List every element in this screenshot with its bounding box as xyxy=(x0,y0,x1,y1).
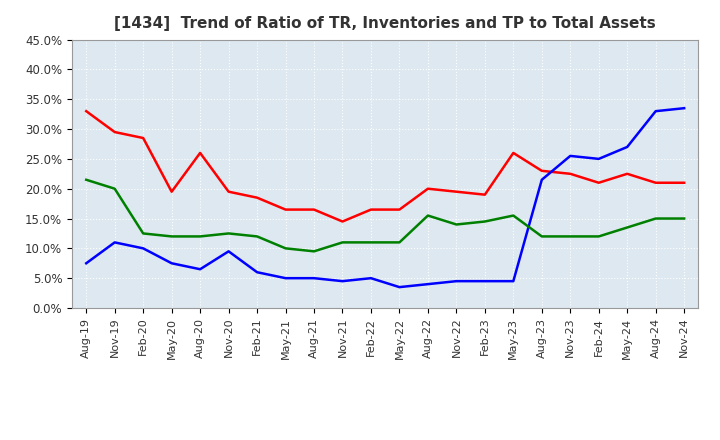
Trade Payables xyxy=(595,234,603,239)
Trade Receivables xyxy=(196,150,204,156)
Trade Payables xyxy=(566,234,575,239)
Inventories xyxy=(595,156,603,161)
Trade Receivables xyxy=(566,171,575,176)
Inventories xyxy=(423,282,432,287)
Trade Receivables xyxy=(167,189,176,194)
Trade Receivables xyxy=(110,129,119,135)
Inventories xyxy=(253,270,261,275)
Inventories xyxy=(652,109,660,114)
Trade Payables xyxy=(167,234,176,239)
Inventories xyxy=(366,275,375,281)
Trade Receivables xyxy=(253,195,261,200)
Trade Receivables xyxy=(395,207,404,212)
Inventories xyxy=(196,267,204,272)
Trade Payables xyxy=(623,225,631,230)
Trade Receivables xyxy=(82,109,91,114)
Trade Payables xyxy=(110,186,119,191)
Trade Receivables xyxy=(623,171,631,176)
Trade Receivables xyxy=(537,168,546,173)
Line: Trade Payables: Trade Payables xyxy=(86,180,684,251)
Trade Receivables xyxy=(452,189,461,194)
Inventories xyxy=(509,279,518,284)
Inventories xyxy=(395,285,404,290)
Trade Receivables xyxy=(338,219,347,224)
Trade Receivables xyxy=(310,207,318,212)
Inventories xyxy=(623,144,631,150)
Inventories xyxy=(282,275,290,281)
Trade Payables xyxy=(225,231,233,236)
Inventories xyxy=(139,246,148,251)
Trade Receivables xyxy=(139,136,148,141)
Trade Receivables xyxy=(366,207,375,212)
Inventories xyxy=(167,260,176,266)
Trade Receivables xyxy=(225,189,233,194)
Line: Inventories: Inventories xyxy=(86,108,684,287)
Inventories xyxy=(480,279,489,284)
Trade Receivables xyxy=(480,192,489,197)
Trade Payables xyxy=(82,177,91,183)
Line: Trade Receivables: Trade Receivables xyxy=(86,111,684,221)
Inventories xyxy=(110,240,119,245)
Trade Receivables xyxy=(282,207,290,212)
Trade Payables xyxy=(680,216,688,221)
Trade Payables xyxy=(537,234,546,239)
Trade Payables xyxy=(253,234,261,239)
Inventories xyxy=(537,177,546,183)
Inventories xyxy=(310,275,318,281)
Trade Payables xyxy=(452,222,461,227)
Inventories xyxy=(566,153,575,158)
Trade Payables xyxy=(423,213,432,218)
Inventories xyxy=(82,260,91,266)
Trade Receivables xyxy=(423,186,432,191)
Inventories xyxy=(338,279,347,284)
Trade Receivables xyxy=(509,150,518,156)
Trade Payables xyxy=(282,246,290,251)
Trade Payables xyxy=(652,216,660,221)
Trade Payables xyxy=(338,240,347,245)
Trade Payables xyxy=(139,231,148,236)
Trade Receivables xyxy=(652,180,660,185)
Trade Payables xyxy=(509,213,518,218)
Trade Payables xyxy=(196,234,204,239)
Inventories xyxy=(225,249,233,254)
Trade Payables xyxy=(480,219,489,224)
Trade Receivables xyxy=(680,180,688,185)
Inventories xyxy=(680,106,688,111)
Trade Payables xyxy=(366,240,375,245)
Inventories xyxy=(452,279,461,284)
Title: [1434]  Trend of Ratio of TR, Inventories and TP to Total Assets: [1434] Trend of Ratio of TR, Inventories… xyxy=(114,16,656,32)
Trade Receivables xyxy=(595,180,603,185)
Trade Payables xyxy=(395,240,404,245)
Trade Payables xyxy=(310,249,318,254)
